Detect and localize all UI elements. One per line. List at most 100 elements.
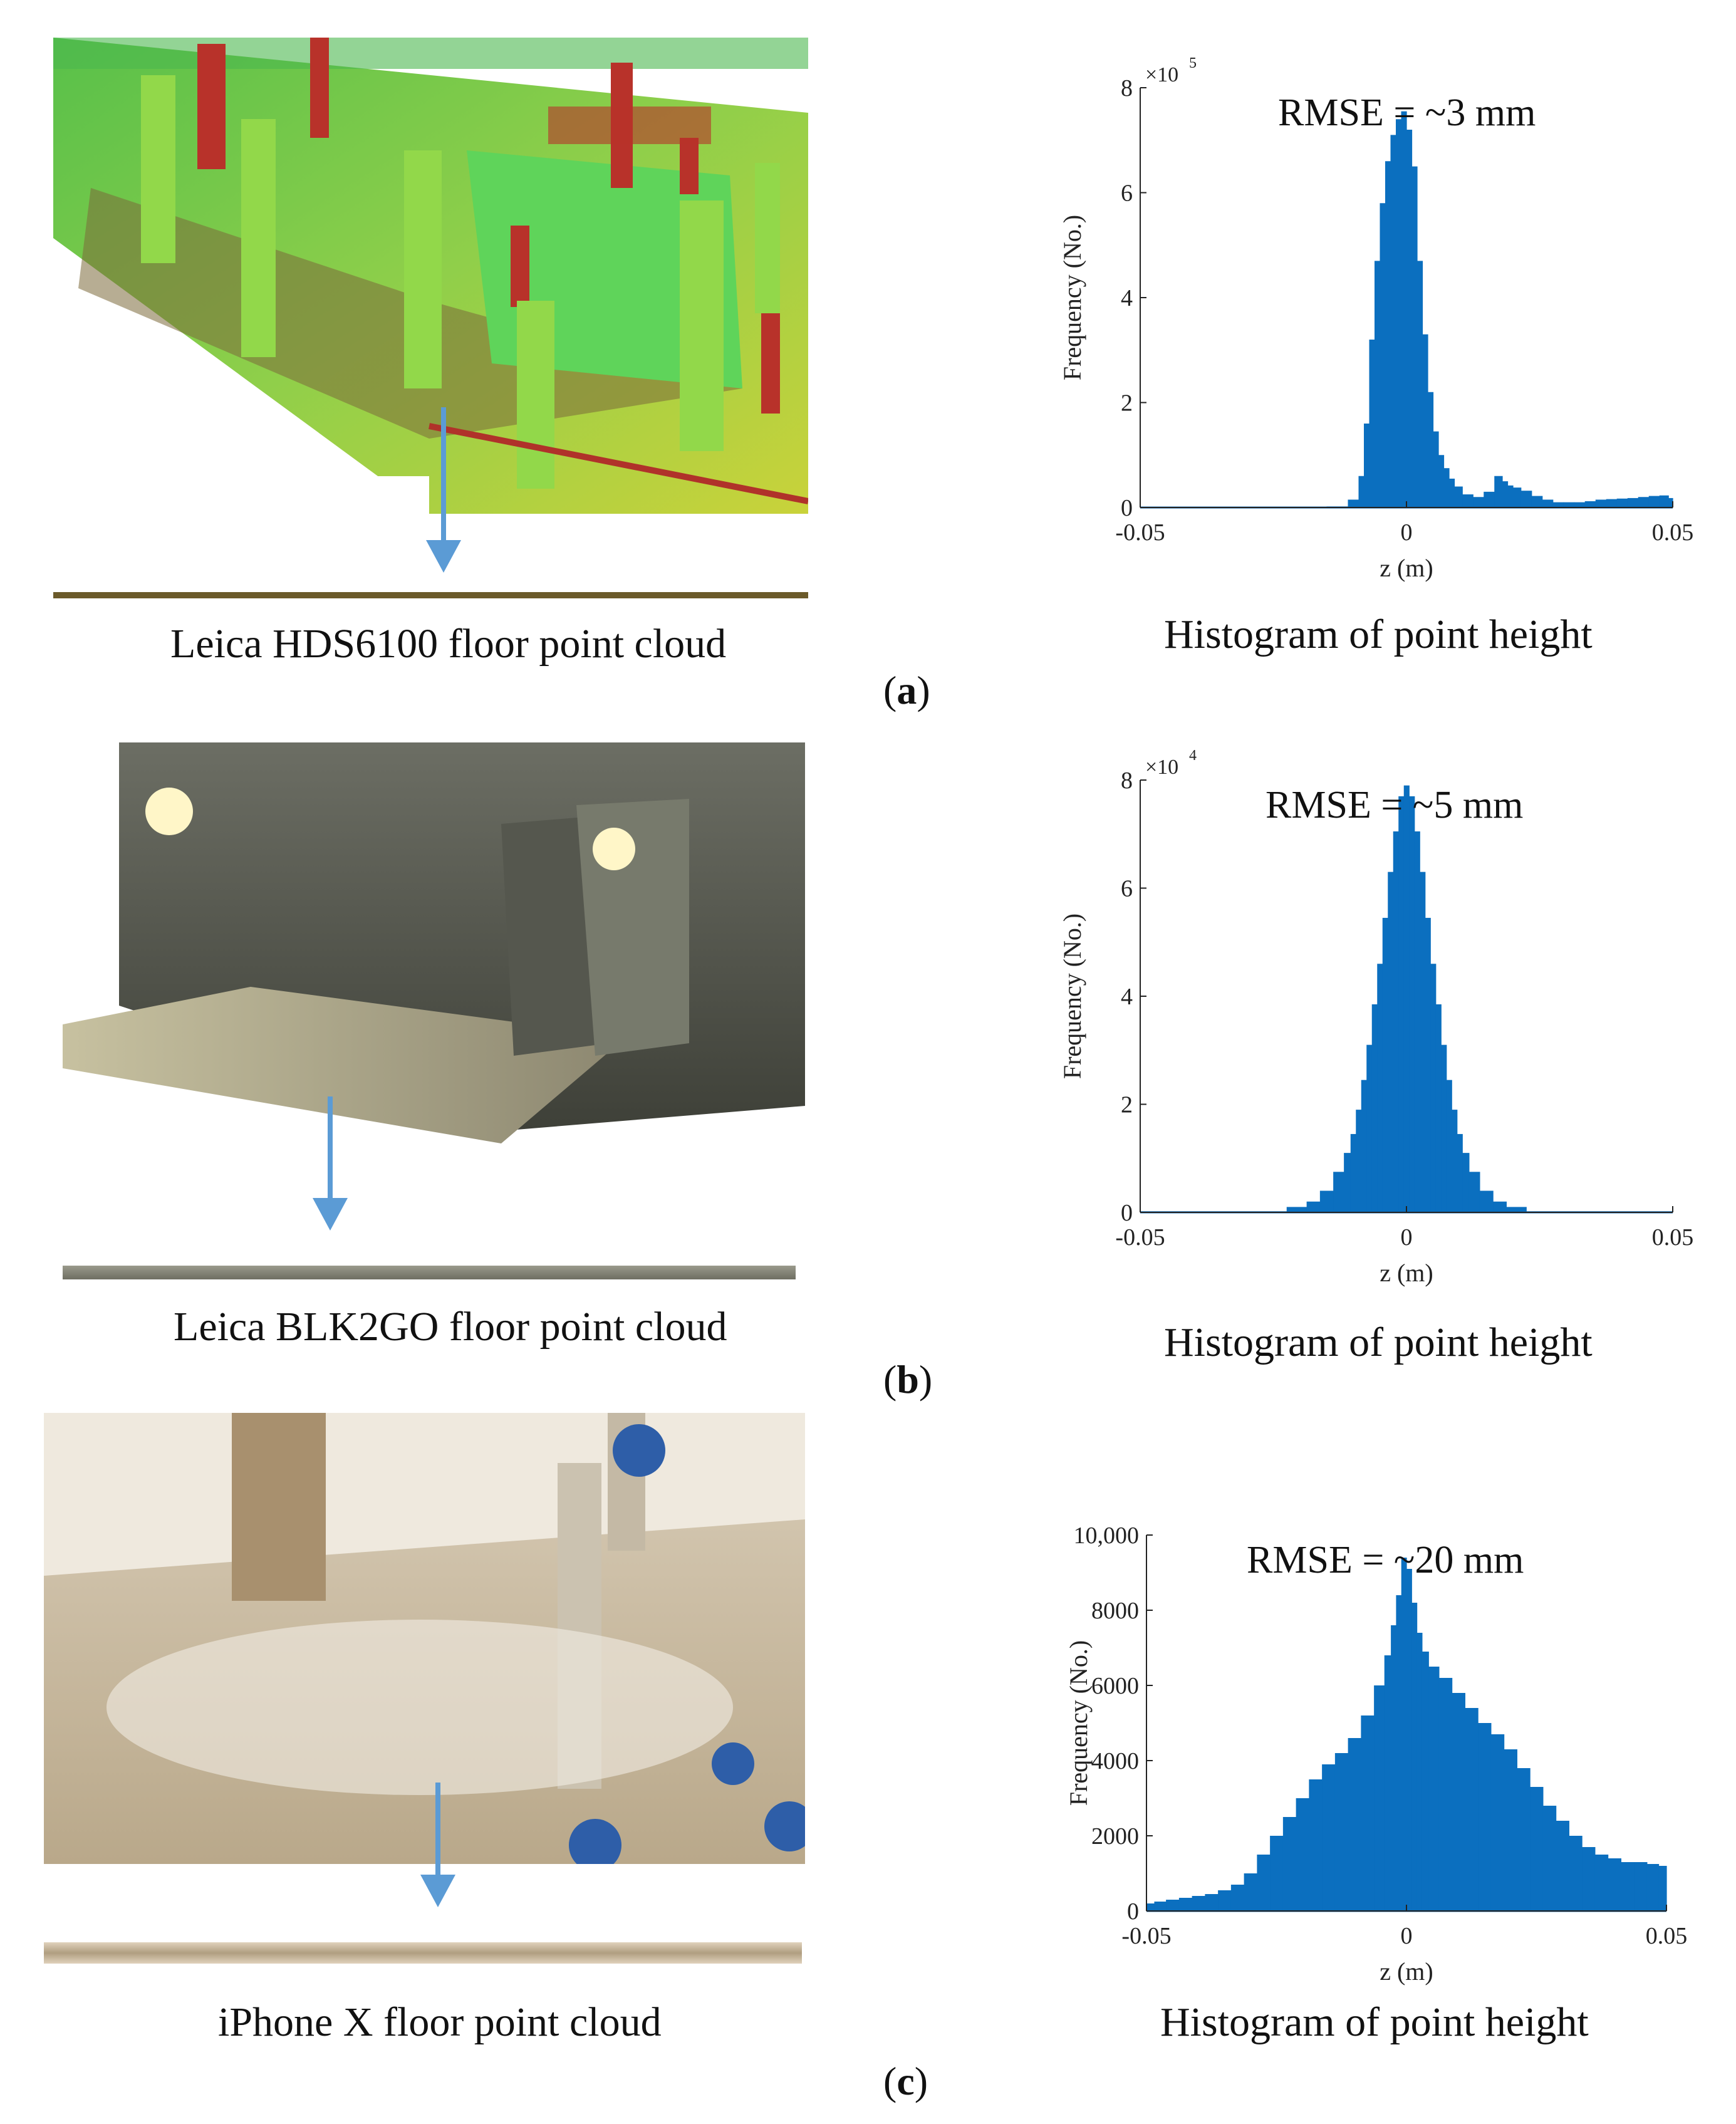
- construction-site-point-cloud-image: [53, 38, 808, 514]
- histogram-bar: [1306, 1201, 1321, 1212]
- histogram-bar: [1422, 334, 1428, 508]
- y-tick-label: 8: [1121, 768, 1133, 794]
- histogram-bar: [1462, 1153, 1470, 1212]
- source-caption-b: Leica BLK2GO floor point cloud: [174, 1304, 727, 1350]
- histogram-bar: [1416, 1633, 1423, 1911]
- y-exponent-power: 5: [1189, 55, 1197, 71]
- histogram-bar: [1388, 872, 1394, 1212]
- y-tick-label: 4: [1121, 285, 1133, 311]
- panel-label-b: (b): [883, 1357, 933, 1402]
- histogram-bar: [1608, 1858, 1621, 1911]
- histogram-bar: [1435, 1004, 1442, 1212]
- histogram-bar: [1659, 495, 1669, 508]
- histogram-bar: [1595, 499, 1607, 508]
- histogram-bar: [1452, 1693, 1465, 1911]
- histogram-bar: [1369, 340, 1375, 508]
- downward-arrow-head: [420, 1875, 455, 1907]
- histogram-bar: [1621, 1862, 1635, 1911]
- histogram-bar: [1627, 497, 1639, 508]
- panel-letter-b: b: [897, 1357, 919, 1402]
- histogram-bar: [1446, 1080, 1452, 1212]
- histogram-bar: [1542, 499, 1554, 508]
- x-tick-label: -0.05: [1115, 519, 1165, 546]
- histogram-bar: [1406, 130, 1413, 508]
- histogram-bar: [1582, 1847, 1596, 1911]
- histogram-bar: [1428, 392, 1434, 508]
- y-tick-label: 2: [1121, 390, 1133, 417]
- histogram-bar: [1449, 478, 1455, 508]
- histogram-bar: [1244, 1873, 1257, 1911]
- histogram-bar: [1334, 1753, 1349, 1911]
- histogram-bar: [1658, 1866, 1667, 1911]
- panel-letter-a: a: [897, 668, 917, 712]
- histogram-bar: [1634, 1862, 1648, 1911]
- histogram-bar: [1409, 796, 1415, 1212]
- histogram-bar: [1530, 1787, 1544, 1911]
- source-caption-c: iPhone X floor point cloud: [218, 1999, 662, 2045]
- histogram-bar: [1406, 1569, 1412, 1911]
- x-axis-label: z (m): [1380, 554, 1433, 582]
- histogram-bar: [1361, 1715, 1375, 1911]
- histogram-bar: [1380, 203, 1386, 508]
- histogram-bar: [1396, 1595, 1402, 1911]
- y-axis-label: Frequency (No.): [1058, 215, 1086, 380]
- downward-arrow-shaft: [328, 1096, 333, 1203]
- histogram-bar: [1218, 1890, 1232, 1911]
- y-axis-label: Frequency (No.): [1058, 914, 1086, 1079]
- histogram-bar: [1648, 496, 1660, 508]
- panel-letter-c: c: [897, 2059, 915, 2103]
- pipe-room-point-cloud-image: [44, 1413, 805, 1864]
- histogram-bar: [1417, 261, 1423, 508]
- histogram-bar: [1396, 119, 1402, 508]
- x-axis-label: z (m): [1380, 1259, 1433, 1287]
- floor-slice-strip: [63, 1266, 796, 1279]
- histogram-bar: [1333, 1172, 1344, 1212]
- histogram-bar: [1556, 1821, 1569, 1911]
- histogram-bar: [1574, 502, 1586, 508]
- histogram-bar: [1401, 1558, 1407, 1911]
- histogram-bar: [1569, 1836, 1583, 1911]
- histogram-bar: [1479, 1190, 1494, 1212]
- y-tick-label: 4: [1121, 984, 1133, 1010]
- histogram-bar: [1457, 1133, 1463, 1212]
- y-tick-label: 0: [1121, 1200, 1133, 1226]
- chart-caption-b: Histogram of point height: [1164, 1320, 1593, 1365]
- histogram-bar: [1403, 785, 1410, 1212]
- histogram-bar: [1364, 424, 1370, 508]
- histogram-bar: [1443, 468, 1450, 508]
- histogram-bar: [1309, 1779, 1323, 1911]
- histogram-bar: [1478, 1723, 1492, 1911]
- floor-slice-strip: [53, 592, 808, 598]
- histogram-bar: [1420, 872, 1426, 1212]
- histogram-bar: [1531, 496, 1543, 508]
- floor-slice-strip: [44, 1942, 802, 1964]
- histogram-bar: [1319, 1190, 1334, 1212]
- histogram-bar: [1433, 431, 1439, 508]
- y-tick-label: 6: [1121, 876, 1133, 902]
- chart-caption-c: Histogram of point height: [1160, 1999, 1589, 2045]
- histogram-bar: [1166, 1900, 1180, 1911]
- downward-arrow-head: [426, 540, 461, 573]
- histogram-bar: [1401, 111, 1407, 508]
- histogram-bar: [1411, 166, 1418, 508]
- histogram-bar: [1552, 502, 1564, 508]
- histogram-bar: [1414, 831, 1420, 1212]
- histogram-bar: [1384, 1655, 1391, 1911]
- x-tick-label: -0.05: [1115, 1224, 1165, 1251]
- source-caption-a: Leica HDS6100 floor point cloud: [170, 621, 727, 667]
- histogram-bar: [1502, 481, 1509, 508]
- y-tick-label: 0: [1121, 495, 1133, 521]
- room-interior-point-cloud-image: [63, 742, 805, 1181]
- histogram-bar: [1494, 476, 1503, 508]
- downward-arrow-shaft: [435, 1783, 440, 1880]
- x-tick-label: 0: [1401, 1923, 1413, 1949]
- downward-arrow-shaft: [441, 407, 446, 545]
- histogram-bar: [1344, 1153, 1351, 1212]
- histogram-bar: [1594, 1855, 1609, 1911]
- histogram-bar: [1356, 1110, 1362, 1212]
- x-tick-label: 0.05: [1646, 1923, 1688, 1949]
- histogram-bar: [1322, 1764, 1336, 1911]
- x-tick-label: 0.05: [1652, 1224, 1694, 1251]
